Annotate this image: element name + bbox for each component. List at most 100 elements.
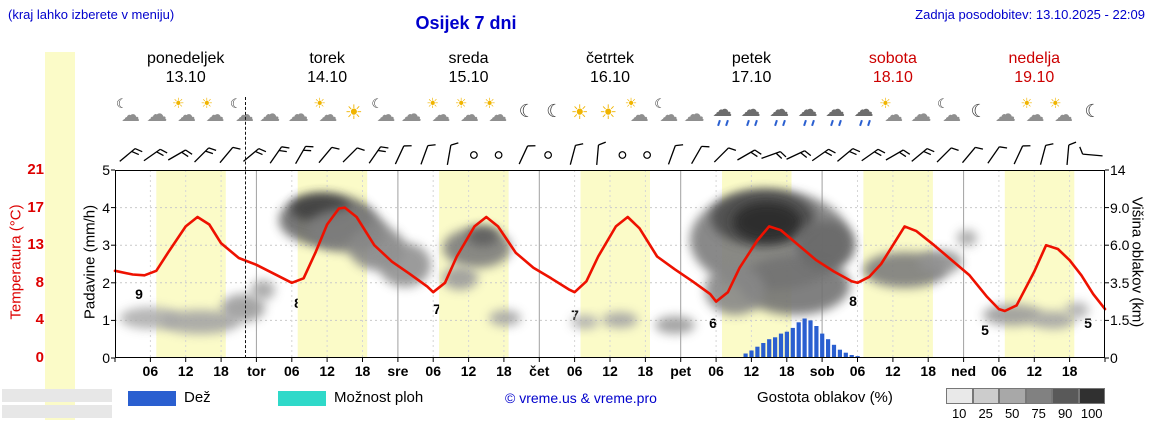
cloud-icon: ☁ bbox=[910, 102, 932, 126]
cloud-density-swatch bbox=[972, 388, 999, 404]
x-hour-label: 06 bbox=[708, 363, 724, 379]
cloud-icon: ☁ bbox=[995, 102, 1017, 126]
day-name: torek bbox=[309, 50, 345, 67]
wind-barb-icon bbox=[394, 145, 412, 165]
temperature-value-label: 9 bbox=[135, 286, 143, 302]
temperature-value-label: 5 bbox=[1084, 315, 1092, 331]
sun-icon: ☀ bbox=[570, 100, 589, 124]
x-hour-label: 18 bbox=[354, 363, 371, 379]
x-hour-label: 12 bbox=[743, 363, 760, 379]
rain-icon: ☁ bbox=[738, 96, 765, 134]
weather-icons-day-2: ☁ ☀ ☁ ☀ ☁ ☀ ☁ ☾ bbox=[398, 96, 539, 136]
cloud-density-level-label: 10 bbox=[951, 406, 967, 421]
precip-tick: 0 bbox=[102, 350, 110, 366]
temperature-value-label: 5 bbox=[981, 322, 989, 338]
wind-barb-icon bbox=[342, 147, 365, 163]
rain-legend-label: Dež bbox=[184, 389, 211, 406]
precip-tick: 4 bbox=[102, 199, 110, 216]
moon-icon: ☾ bbox=[546, 101, 563, 122]
wind-barb-icon bbox=[194, 147, 217, 163]
showers-legend-label: Možnost ploh bbox=[334, 389, 424, 406]
temperature-value-label: 7 bbox=[433, 301, 441, 317]
temperature-value-label: 6 bbox=[709, 315, 717, 331]
wind-calm-icon bbox=[643, 151, 651, 159]
cloud-height-tick: 14 bbox=[1110, 162, 1126, 178]
x-hour-label: 18 bbox=[778, 363, 795, 379]
wind-barb-icon bbox=[569, 143, 584, 165]
wind-barb-icon bbox=[243, 147, 267, 162]
precip-tick: 2 bbox=[102, 274, 110, 291]
wind-barb-icon bbox=[987, 146, 1008, 164]
wind-barb-icon bbox=[713, 147, 737, 163]
wind-barb-icon bbox=[446, 142, 459, 165]
wind-barb-icon bbox=[143, 148, 168, 162]
wind-barb-icon bbox=[167, 149, 193, 161]
copyright-link[interactable]: © vreme.us & vreme.pro bbox=[505, 390, 657, 406]
cloud-density-swatch bbox=[1025, 388, 1052, 404]
wind-barb-icon bbox=[961, 146, 984, 164]
x-hour-label: 18 bbox=[213, 363, 229, 379]
sun-cloud-icon: ☀ ☁ bbox=[200, 96, 225, 126]
day-name: nedelja bbox=[1008, 50, 1061, 67]
cloud-height-tick: 6.0 bbox=[1110, 237, 1130, 254]
weather-icons-day-5: ☁ ☁ ☀ ☁ ☁ ☾ ☁ bbox=[822, 96, 963, 136]
x-day-label: pet bbox=[670, 363, 692, 379]
wind-barb-icon bbox=[368, 146, 389, 164]
wind-barb-icon bbox=[1039, 143, 1054, 165]
cloud-height-tick: 0 bbox=[1110, 350, 1118, 366]
rain-icon: ☁ bbox=[766, 96, 793, 134]
page-title: Osijek 7 dni bbox=[415, 13, 517, 33]
wind-barbs-row bbox=[119, 141, 1103, 166]
wind-barb-icon bbox=[936, 147, 959, 163]
temperature-tick: 4 bbox=[35, 311, 44, 329]
x-hour-label: 12 bbox=[460, 363, 477, 379]
precip-tick: 5 bbox=[102, 162, 110, 178]
moon-icon: ☾ bbox=[970, 101, 987, 122]
temperature-tick: 21 bbox=[27, 161, 44, 178]
x-hour-label: 12 bbox=[319, 363, 335, 379]
wind-barb-icon bbox=[219, 146, 241, 164]
wind-barb-icon bbox=[119, 147, 143, 162]
x-hour-label: 06 bbox=[991, 363, 1007, 379]
wind-barb-icon bbox=[911, 147, 935, 162]
day-name: ponedeljek bbox=[147, 50, 225, 67]
x-hour-label: 06 bbox=[283, 363, 300, 379]
wind-barb-icon bbox=[518, 145, 536, 165]
weather-icons-day-4: ☁ ☁ ☁ ☁ ☁ bbox=[681, 96, 822, 136]
wind-barb-icon bbox=[786, 150, 812, 160]
temperature-tick: 0 bbox=[35, 349, 44, 366]
cloud-icon: ☁ bbox=[400, 102, 422, 126]
cloud-icon: ☁ bbox=[683, 102, 705, 126]
wind-barb-icon bbox=[737, 149, 762, 161]
footer-stripe-bottom bbox=[2, 405, 112, 418]
precip-tick: 1 bbox=[102, 312, 110, 329]
cloud-height-tick: 1.5 bbox=[1110, 312, 1130, 329]
cloud-density-level-label: 90 bbox=[1057, 406, 1073, 421]
x-hour-label: 06 bbox=[142, 363, 159, 379]
sun-cloud-icon: ☀ ☁ bbox=[483, 96, 508, 126]
sun-cloud-icon: ☀ ☁ bbox=[313, 96, 338, 126]
moon-cloud-icon: ☾ ☁ bbox=[371, 97, 396, 126]
wind-barb-icon bbox=[420, 144, 436, 165]
daytime-band bbox=[580, 170, 650, 358]
day-date: 18.10 bbox=[872, 69, 913, 86]
cloud-density-level-label: 75 bbox=[1031, 406, 1046, 421]
now-time-line bbox=[245, 97, 246, 358]
moon-cloud-icon: ☾ ☁ bbox=[654, 97, 679, 126]
wind-barb-icon bbox=[596, 141, 606, 166]
sun-cloud-icon: ☀ ☁ bbox=[624, 96, 649, 126]
day-date: 16.10 bbox=[589, 69, 631, 86]
daytime-band bbox=[1004, 170, 1075, 358]
cloud-density-swatch bbox=[999, 388, 1026, 404]
wind-barb-icon bbox=[1066, 141, 1077, 166]
wind-barb-icon bbox=[691, 145, 710, 164]
day-name: četrtek bbox=[585, 50, 635, 67]
temperature-value-label: 8 bbox=[849, 293, 857, 309]
wind-barb-icon bbox=[837, 147, 861, 162]
moon-icon: ☾ bbox=[1084, 101, 1101, 122]
sun-cloud-icon: ☀ ☁ bbox=[171, 96, 196, 126]
rain-legend-swatch bbox=[128, 391, 176, 406]
sun-cloud-icon: ☀ ☁ bbox=[1020, 96, 1045, 126]
location-menu-hint[interactable]: (kraj lahko izberete v meniju) bbox=[8, 7, 175, 22]
